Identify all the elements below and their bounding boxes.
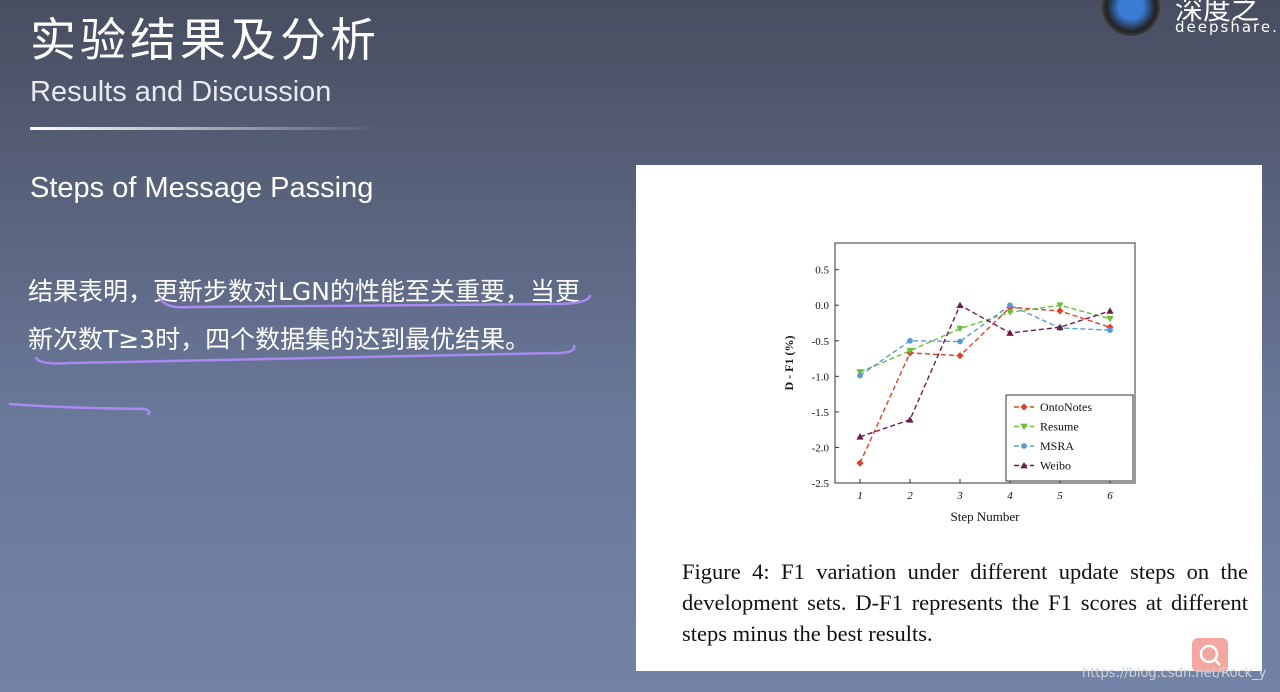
legend-label: OntoNotes [1040, 400, 1092, 414]
section-heading: Steps of Message Passing [30, 172, 374, 204]
divider [30, 127, 380, 130]
series-line [859, 306, 1111, 464]
y-tick-label: -0.5 [812, 336, 830, 348]
marker [956, 301, 964, 309]
logo-name: 深度之 [1175, 0, 1260, 26]
marker [957, 338, 963, 345]
marker [1020, 423, 1028, 431]
marker [1056, 302, 1064, 309]
marker [906, 347, 914, 355]
marker [856, 369, 864, 376]
marker [1006, 329, 1014, 336]
series-line [859, 304, 1111, 377]
marker [1106, 315, 1114, 323]
legend-box [1005, 394, 1134, 482]
figure: 0.5 0.0 -0.5 -1.0 -1.5 -2.0 -2.5 1 2 3 4 5 6 Step Num… [636, 165, 1262, 671]
y-tick-label: -1.0 [812, 371, 830, 383]
search-icon[interactable] [1192, 638, 1228, 672]
marker [1056, 323, 1064, 331]
marker [907, 337, 913, 344]
marker [956, 352, 964, 360]
marker [1106, 307, 1114, 314]
x-tick-label: 2 [907, 490, 913, 502]
y-tick-label: -2.5 [812, 478, 830, 490]
marker [857, 372, 863, 379]
x-tick-label: 3 [956, 490, 963, 502]
series-line [859, 304, 1111, 438]
y-tick-label: 0.0 [815, 300, 829, 312]
marker [1007, 302, 1013, 309]
y-tick-label: 0.5 [815, 265, 829, 277]
marker [856, 433, 864, 440]
plot-frame [834, 242, 1136, 484]
marker [1107, 327, 1113, 333]
section-text: 结果表明，更新步数对LGN的性能至关重要，当更新次数T≥3时，四个数据集的达到最… [28, 277, 581, 354]
slide-title: 实验结果及分析 [30, 13, 380, 67]
watermark: https://blog.csdn.net/Rock_y [1082, 666, 1267, 681]
marker [1006, 309, 1014, 316]
x-tick-label: 4 [1007, 490, 1013, 502]
logo-site: deepshare.n [1175, 18, 1280, 36]
slide-subtitle: Results and Discussion [30, 76, 332, 108]
figure-caption: Figure 4: F1 variation under different u… [682, 559, 1248, 646]
marker [1020, 461, 1028, 469]
legend-label: Weibo [1040, 459, 1071, 473]
legend-label: MSRA [1040, 439, 1074, 453]
x-tick-label: 1 [857, 490, 863, 502]
logo-icon [1102, 0, 1160, 36]
y-tick-label: -1.5 [812, 407, 830, 419]
x-axis-label: Step Number [951, 509, 1021, 524]
chart: 0.5 0.0 -0.5 -1.0 -1.5 -2.0 -2.5 1 2 3 4 5 6 Step Num… [782, 242, 1136, 524]
legend-label: Resume [1040, 420, 1079, 434]
annotations [8, 294, 592, 416]
series-line [859, 304, 1111, 373]
x-tick-label: 5 [1057, 490, 1063, 502]
search-button[interactable] [1192, 638, 1228, 672]
marker [1021, 443, 1027, 449]
y-tick-label: -2.0 [812, 442, 830, 454]
marker [856, 459, 864, 467]
marker [906, 416, 914, 423]
y-axis-label: D - F1 (%) [782, 336, 796, 391]
marker [956, 325, 964, 333]
x-tick-label: 6 [1107, 490, 1113, 502]
